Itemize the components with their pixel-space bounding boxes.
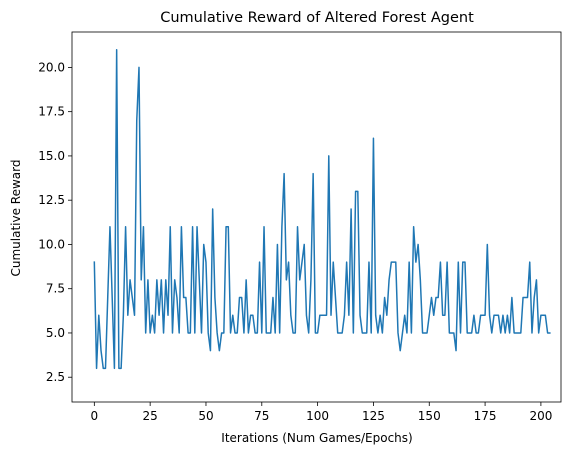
y-tick-label: 15.0 [38,149,65,163]
y-tick-label: 12.5 [38,193,65,207]
y-tick-label: 10.0 [38,237,65,251]
x-tick-label: 0 [91,409,99,423]
y-tick-label: 2.5 [46,370,65,384]
chart-title: Cumulative Reward of Altered Forest Agen… [160,10,474,26]
plot-area: 0 25 50 75 100 125 150 175 200 2.5 5.0 7.5 10.0 12.5 1… [38,31,562,423]
x-tick-label: 75 [254,409,269,423]
y-tick-label: 20.0 [38,60,65,74]
y-tick-label: 5.0 [46,326,65,340]
x-tick-label: 100 [306,409,329,423]
y-tick-label: 17.5 [38,105,65,119]
x-tick-label: 125 [362,409,385,423]
plot-frame [71,31,562,403]
y-tick-label: 7.5 [46,282,65,296]
x-tick-label: 50 [198,409,213,423]
x-tick-label: 175 [474,409,497,423]
x-tick-label: 200 [529,409,552,423]
x-axis-title: Iterations (Num Games/Epochs) [221,431,412,445]
x-tick-label: 25 [143,409,158,423]
series-line [93,48,551,370]
x-tick-label: 150 [418,409,441,423]
y-axis-title: Cumulative Reward [9,160,23,277]
